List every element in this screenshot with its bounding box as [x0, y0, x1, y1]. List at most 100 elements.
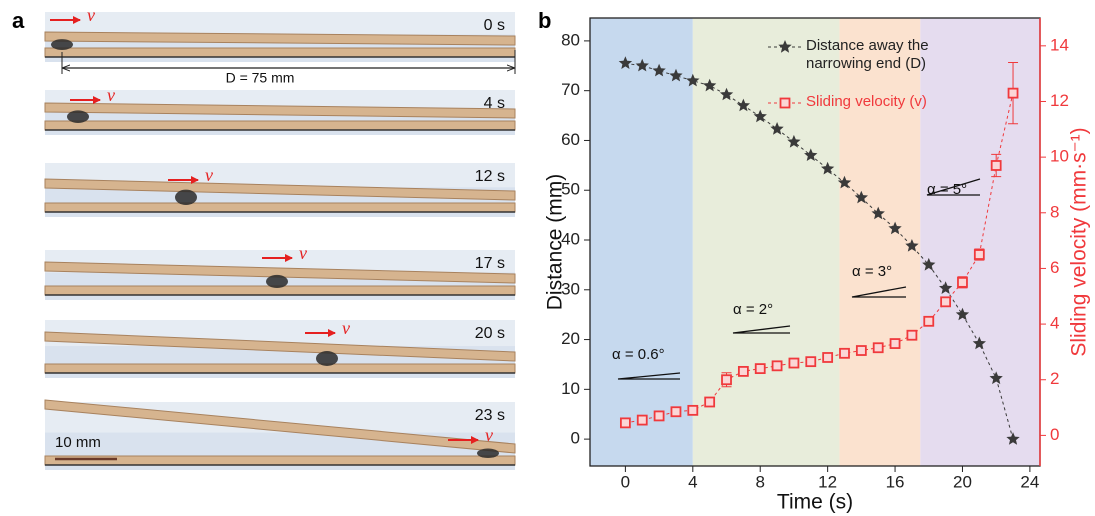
capillary — [44, 31, 516, 46]
data-point — [636, 414, 648, 426]
velocity-label: v — [299, 243, 307, 263]
droplet — [51, 39, 73, 51]
x-tick-label: 0 — [621, 472, 630, 491]
data-point — [955, 307, 970, 321]
data-point — [939, 281, 953, 294]
x-tick-label: 16 — [886, 472, 905, 491]
capillary — [44, 261, 516, 284]
data-point — [736, 98, 750, 112]
data-point — [687, 404, 699, 416]
y-tick-label: 20 — [561, 329, 580, 348]
droplet — [67, 110, 89, 123]
y2-tick-label: 2 — [1050, 369, 1059, 388]
region — [920, 18, 1040, 466]
region — [692, 18, 840, 466]
data-point — [821, 161, 835, 175]
y-tick-label: 40 — [561, 229, 580, 248]
frame-time: 0 s — [484, 17, 505, 34]
capillary — [44, 399, 516, 454]
x-tick-label: 12 — [818, 472, 837, 491]
dimension-label: D = 75 mm — [226, 70, 295, 86]
capillary — [44, 455, 516, 466]
data-point — [618, 56, 633, 69]
data-point — [771, 360, 783, 372]
droplet — [175, 189, 197, 205]
velocity-label: v — [342, 318, 350, 338]
data-point — [940, 296, 952, 308]
capillary — [44, 202, 516, 213]
data-point — [703, 78, 717, 92]
data-point — [990, 160, 1002, 171]
frame-time: 12 s — [475, 168, 505, 185]
angle-icon — [926, 178, 981, 196]
legend-label: Sliding velocity (v) — [806, 93, 927, 110]
droplet — [477, 448, 499, 458]
data-point — [972, 336, 986, 350]
y2-tick-label: 0 — [1050, 425, 1059, 444]
velocity-label: v — [485, 425, 493, 445]
data-point — [872, 342, 884, 354]
data-point — [855, 345, 867, 356]
data-point — [1007, 87, 1019, 99]
y-tick-label: 10 — [561, 379, 580, 398]
y2-tick-label: 10 — [1050, 147, 1069, 166]
y-tick-label: 60 — [561, 130, 580, 149]
y2-tick-label: 14 — [1050, 35, 1069, 54]
data-point — [822, 352, 834, 363]
data-point — [754, 363, 766, 375]
y-tick-label: 80 — [561, 30, 580, 49]
panel-label: a — [12, 8, 25, 33]
y-tick-label: 50 — [561, 180, 580, 199]
legend-marker — [778, 40, 792, 53]
region — [839, 18, 921, 466]
angle-icon — [617, 372, 681, 380]
velocity-label: v — [205, 165, 213, 185]
legend-entry: Sliding velocity (v) — [806, 93, 927, 110]
data-point — [737, 365, 749, 377]
data-point — [770, 122, 784, 135]
data-point — [652, 63, 666, 77]
data-point — [957, 276, 968, 288]
legend-label: Distance away the narrowing end (D) — [806, 37, 929, 72]
y-tick-label: 30 — [561, 279, 580, 298]
data-point — [906, 329, 918, 341]
velocity-label: v — [87, 5, 95, 25]
data-point — [721, 374, 732, 386]
y2-tick-label: 4 — [1050, 314, 1059, 333]
x-tick-label: 4 — [688, 472, 697, 491]
frame-time: 17 s — [475, 255, 505, 272]
angle-label: α = 0.6° — [612, 346, 665, 363]
angle-icon — [732, 325, 791, 334]
series-line — [625, 92, 1014, 424]
y2-tick-label: 6 — [1050, 258, 1059, 277]
data-point — [922, 257, 936, 271]
data-point — [871, 206, 885, 220]
data-point — [854, 190, 868, 204]
legend-entry: Distance away the narrowing end (D) — [806, 37, 929, 72]
angle-icon — [851, 286, 907, 298]
data-point — [1006, 432, 1020, 445]
panel-label: b — [538, 8, 551, 33]
data-point — [686, 73, 700, 87]
data-point — [669, 68, 683, 82]
capillary — [44, 178, 516, 201]
data-point — [973, 249, 985, 260]
photo-glow — [45, 12, 515, 35]
x-tick-label: 20 — [953, 472, 972, 491]
x-tick-label: 8 — [755, 472, 764, 491]
data-point — [787, 134, 801, 148]
x-axis-label: Time (s) — [777, 491, 853, 514]
data-point — [923, 315, 935, 327]
frame-time: 4 s — [484, 95, 505, 112]
scale-bar-label: 10 mm — [55, 434, 101, 451]
data-point — [989, 371, 1003, 385]
data-point — [889, 338, 901, 349]
capillary — [44, 363, 516, 374]
data-point — [670, 406, 682, 418]
y-axis-label: Distance (mm) — [544, 174, 567, 311]
y2-axis-label: Sliding velocity (mm·s⁻¹) — [1068, 127, 1091, 356]
data-point — [788, 357, 800, 369]
capillary — [44, 102, 516, 119]
